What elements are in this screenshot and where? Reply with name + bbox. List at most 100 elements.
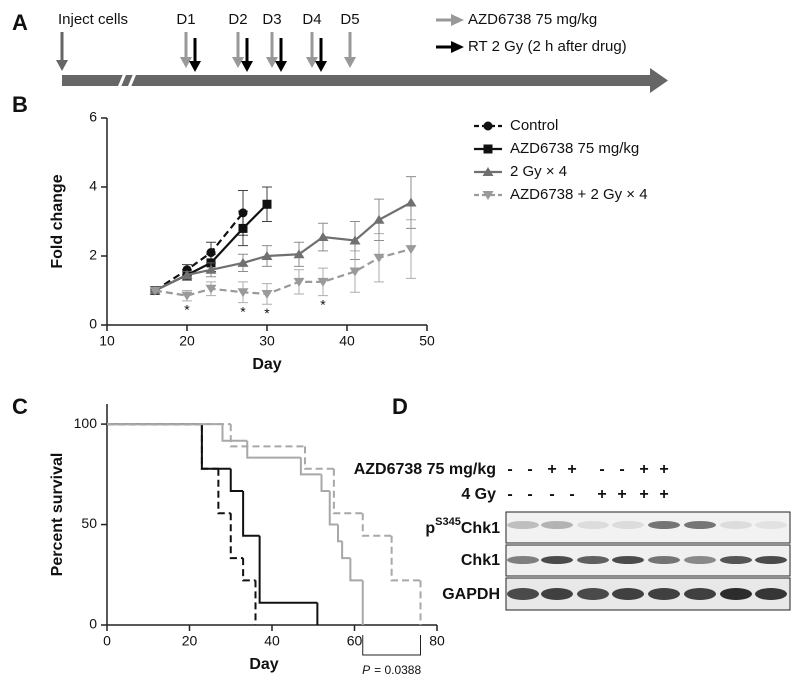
label-prefix: p — [425, 520, 435, 537]
survival-step — [349, 558, 363, 582]
label-main: GAPDH — [442, 586, 500, 603]
blot-band — [507, 556, 539, 564]
x-tick-label: 50 — [419, 333, 435, 349]
condition-sign: + — [567, 461, 576, 478]
survival-step — [246, 440, 301, 459]
marker — [237, 288, 249, 298]
day-label: D5 — [340, 11, 359, 28]
timeline-start-label: Inject cells — [58, 11, 128, 28]
label-main: Chk1 — [461, 552, 500, 569]
y-axis-label: Fold change — [49, 174, 66, 268]
timeline — [56, 32, 668, 93]
y-tick-label: 100 — [74, 415, 98, 431]
legend-arrowhead — [451, 41, 464, 53]
panel-label: A — [12, 10, 28, 35]
timeline-arrowhead — [650, 68, 668, 93]
marker — [373, 253, 385, 263]
survival-step — [328, 490, 338, 526]
panel-label: C — [12, 394, 28, 419]
blot-band — [577, 521, 609, 529]
x-axis-label: Day — [252, 356, 281, 373]
condition-sign: - — [507, 486, 512, 503]
condition-sign: + — [639, 486, 648, 503]
blot-band — [577, 556, 609, 564]
marker — [149, 286, 161, 296]
significance-star: * — [264, 305, 270, 321]
survival-step — [242, 558, 256, 582]
series-line — [154, 201, 412, 292]
marker — [293, 277, 305, 287]
inject-arrowhead — [56, 60, 68, 71]
blot-band — [507, 588, 539, 600]
series-line — [154, 248, 412, 297]
marker — [181, 269, 193, 279]
marker — [205, 284, 217, 294]
marker — [349, 267, 361, 277]
condition-sign: - — [527, 461, 532, 478]
condition-sign: + — [659, 486, 668, 503]
blot-row-label: GAPDH — [442, 586, 500, 603]
blot-band — [755, 556, 787, 564]
p-bracket — [362, 635, 421, 656]
survival-step — [332, 468, 363, 515]
marker — [261, 289, 273, 299]
survival-step — [242, 490, 260, 537]
drug-arrowhead — [266, 57, 278, 68]
legend-arrowhead — [451, 14, 464, 26]
blot-band — [648, 521, 680, 529]
significance-star: * — [320, 296, 326, 312]
blot-band — [577, 588, 609, 600]
survival-step — [200, 424, 231, 470]
blot-row-label: Chk1 — [461, 552, 500, 569]
survival-step — [304, 446, 334, 470]
x-axis-label: Day — [249, 656, 278, 673]
p-variable: P — [362, 663, 370, 677]
survival-step — [229, 424, 305, 448]
condition-sign: + — [659, 461, 668, 478]
legend-label: AZD6738 75 mg/kg — [468, 11, 597, 28]
label-superscript: S345 — [435, 516, 461, 528]
blot-band — [612, 588, 644, 600]
survival-step — [200, 424, 219, 470]
blot-band — [541, 556, 573, 564]
survival-step — [390, 535, 421, 582]
rt-arrowhead — [241, 61, 253, 72]
drug-arrowhead — [306, 57, 318, 68]
survival-step — [337, 524, 343, 543]
survival-step — [361, 513, 392, 537]
survival-step — [320, 474, 330, 492]
x-tick-label: 0 — [103, 633, 111, 649]
y-tick-label: 2 — [89, 247, 97, 263]
p-text: = 0.0388 — [374, 663, 421, 677]
series-line — [154, 212, 244, 292]
blot-band — [612, 521, 644, 529]
condition-sign: - — [569, 486, 574, 503]
marker — [317, 232, 329, 242]
drug-arrowhead — [344, 57, 356, 68]
blot-band — [720, 521, 752, 529]
label-main: Chk1 — [461, 520, 500, 537]
condition-sign: + — [547, 461, 556, 478]
blot-band — [720, 588, 752, 600]
legend-label: Control — [510, 117, 558, 134]
marker — [405, 197, 417, 207]
marker — [237, 257, 249, 267]
condition-sign: - — [527, 486, 532, 503]
condition-sign: - — [619, 461, 624, 478]
x-tick-label: 30 — [259, 333, 275, 349]
legend-marker — [482, 191, 494, 200]
y-axis-label: Percent survival — [49, 453, 66, 577]
survival-step — [299, 457, 322, 476]
marker — [349, 235, 361, 245]
blot-band — [755, 521, 787, 529]
y-tick-label: 4 — [89, 178, 97, 194]
condition-sign: + — [617, 486, 626, 503]
drug-arrowhead — [180, 57, 192, 68]
survival-step — [229, 468, 244, 492]
p-value: P = 0.0388 — [362, 663, 421, 677]
x-tick-label: 40 — [339, 333, 355, 349]
day-label: D2 — [228, 11, 247, 28]
condition-sign: + — [639, 461, 648, 478]
legend-marker — [482, 167, 494, 176]
